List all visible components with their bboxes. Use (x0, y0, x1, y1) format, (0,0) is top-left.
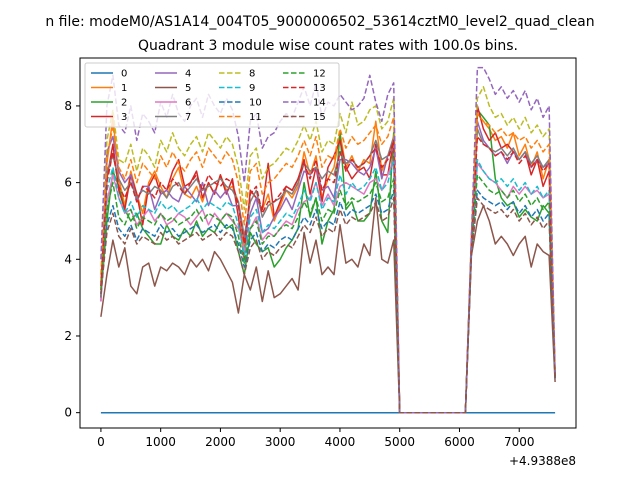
series-line-5 (100, 197, 556, 414)
legend-label: 2 (121, 98, 127, 109)
y-tick-label: 4 (64, 252, 72, 266)
x-offset-label: +4.9388e8 (509, 454, 576, 468)
legend-label: 10 (249, 98, 262, 109)
series-line-6 (100, 158, 556, 414)
legend-label: 7 (185, 112, 191, 123)
series-line-8 (100, 86, 556, 414)
x-tick-label: 0 (97, 435, 105, 449)
series-line-7 (100, 128, 556, 414)
x-tick-label: 2000 (205, 435, 236, 449)
series-line-12 (100, 174, 556, 414)
legend-label: 14 (313, 98, 326, 109)
y-tick-label: 6 (64, 176, 72, 190)
legend-label: 11 (249, 112, 262, 123)
legend-label: 6 (185, 98, 191, 109)
series-line-11 (100, 112, 556, 414)
legend-label: 3 (121, 112, 127, 123)
chart-title: Quadrant 3 module wise count rates with … (138, 38, 518, 54)
y-axis: 0 2 4 6 8 (64, 99, 80, 420)
x-tick-label: 6000 (444, 435, 475, 449)
legend-label: 12 (313, 69, 326, 80)
y-tick-label: 0 (64, 406, 72, 420)
legend-label: 1 (121, 83, 127, 94)
x-tick-label: 3000 (265, 435, 296, 449)
series-line-3 (100, 105, 556, 414)
x-tick-label: 4000 (325, 435, 356, 449)
x-tick-label: 1000 (145, 435, 176, 449)
legend-label: 8 (249, 69, 255, 80)
legend-label: 0 (121, 69, 127, 80)
legend-label: 4 (185, 69, 191, 80)
series-line-13 (100, 135, 556, 414)
x-tick-label: 5000 (384, 435, 415, 449)
legend-frame (84, 62, 340, 128)
series-line-15 (100, 197, 556, 414)
x-tick-label: 7000 (504, 435, 535, 449)
y-tick-label: 2 (64, 329, 72, 343)
plot-frame (79, 57, 577, 429)
x-axis: 0 1000 2000 3000 4000 5000 6000 7000 (97, 428, 535, 449)
series-line-4 (100, 120, 556, 414)
series-line-9 (100, 158, 556, 414)
legend-label: 13 (313, 83, 326, 94)
series-line-1 (100, 112, 556, 414)
legend-label: 9 (249, 83, 255, 94)
figure-suptitle: n file: modeM0/AS1A14_004T05_9000006502_… (45, 14, 594, 30)
legend-label: 15 (313, 112, 326, 123)
series-line-10 (100, 189, 556, 414)
legend-label: 5 (185, 83, 191, 94)
y-tick-label: 8 (64, 99, 72, 113)
